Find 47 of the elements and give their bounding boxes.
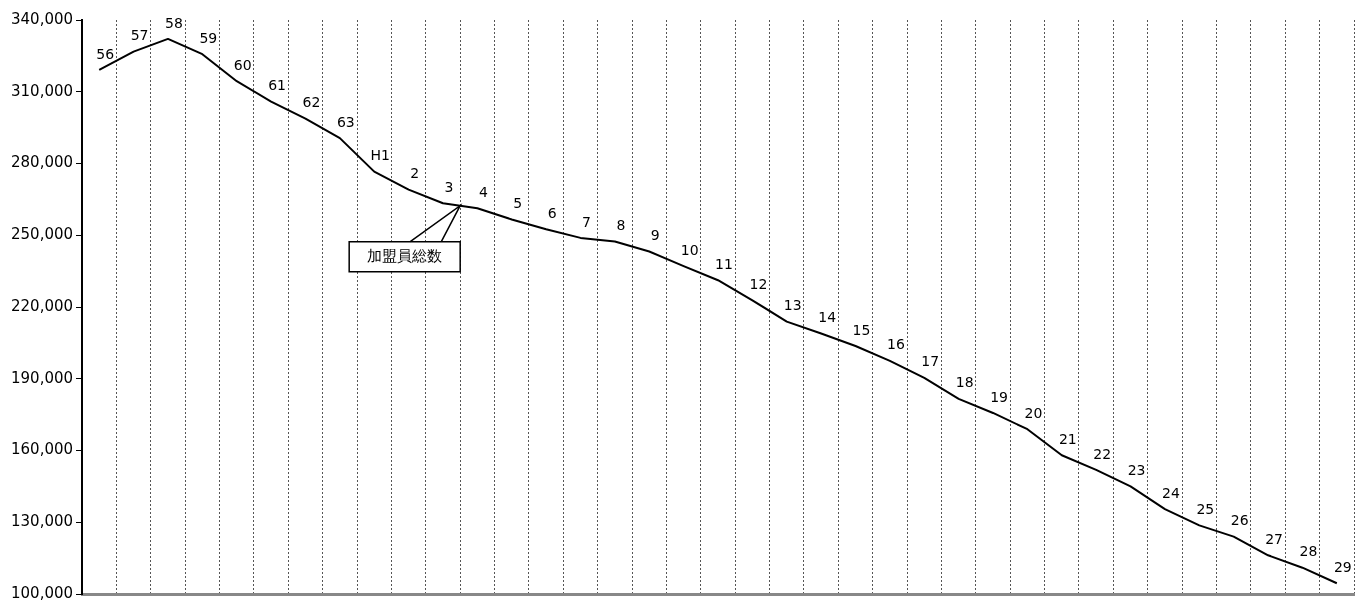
y-tick-label: 340,000 bbox=[11, 9, 74, 28]
x-tick-label: 15 bbox=[852, 321, 871, 338]
x-tick-label: 20 bbox=[1024, 404, 1043, 421]
x-tick-label: 22 bbox=[1093, 445, 1112, 462]
x-tick-label: 25 bbox=[1196, 501, 1215, 517]
x-tick-label: 13 bbox=[783, 297, 802, 314]
x-tick-label: 63 bbox=[336, 113, 355, 130]
x-tick-label: 26 bbox=[1230, 512, 1249, 529]
x-tick-label: 62 bbox=[302, 94, 321, 111]
y-tick-label: 130,000 bbox=[11, 512, 74, 531]
legend-label: 加盟員総数 bbox=[367, 246, 443, 265]
x-tick-label: 28 bbox=[1299, 543, 1318, 560]
x-tick-label: 56 bbox=[96, 45, 115, 62]
x-tick-label: 10 bbox=[680, 241, 699, 258]
x-tick-label: 6 bbox=[547, 204, 557, 221]
x-tick-label: 2 bbox=[410, 165, 420, 182]
x-tick-label: 5 bbox=[513, 195, 523, 212]
x-tick-label: 3 bbox=[444, 178, 454, 195]
x-tick-label: 58 bbox=[165, 14, 183, 31]
y-tick-label: 310,000 bbox=[11, 81, 74, 100]
x-tick-label: 16 bbox=[886, 336, 905, 353]
x-tick-label: 60 bbox=[233, 56, 252, 73]
x-tick-label: 29 bbox=[1333, 558, 1352, 575]
y-tick-label: 280,000 bbox=[11, 153, 74, 172]
x-tick-label: 17 bbox=[921, 353, 940, 370]
x-tick-label: 24 bbox=[1162, 484, 1180, 501]
x-tick-label: 23 bbox=[1127, 462, 1146, 479]
y-tick-label: 250,000 bbox=[11, 225, 74, 244]
x-tick-label: 7 bbox=[582, 213, 591, 230]
x-tick-label: 18 bbox=[955, 374, 974, 391]
y-tick-label: 100,000 bbox=[11, 583, 74, 602]
x-tick-label: 12 bbox=[749, 275, 768, 292]
x-tick-label: 14 bbox=[818, 309, 837, 326]
x-tick-label: H1 bbox=[370, 147, 390, 164]
x-tick-label: 21 bbox=[1058, 430, 1077, 447]
x-tick-label: 8 bbox=[616, 217, 626, 234]
y-tick-label: 160,000 bbox=[11, 440, 74, 459]
x-tick-label: 57 bbox=[130, 27, 149, 44]
x-tick-label: 11 bbox=[715, 255, 733, 272]
x-tick-label: 59 bbox=[199, 29, 218, 46]
y-tick-label: 220,000 bbox=[11, 296, 74, 315]
x-tick-label: 27 bbox=[1265, 530, 1283, 547]
x-tick-label: 4 bbox=[478, 183, 488, 200]
x-tick-label: 61 bbox=[268, 77, 287, 94]
y-tick-label: 190,000 bbox=[11, 368, 74, 387]
x-tick-label: 9 bbox=[650, 227, 660, 244]
x-tick-label: 19 bbox=[990, 388, 1008, 405]
